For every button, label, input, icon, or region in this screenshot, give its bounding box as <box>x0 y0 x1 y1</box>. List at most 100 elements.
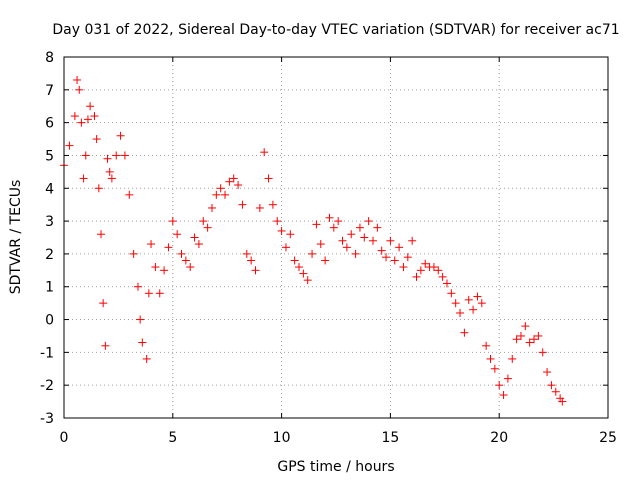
data-point <box>120 151 129 160</box>
y-tick-label: 6 <box>45 116 54 132</box>
data-point <box>334 217 343 226</box>
data-point <box>129 249 138 258</box>
x-tick-label: 10 <box>273 430 291 446</box>
data-point <box>312 220 321 229</box>
data-point <box>412 272 421 281</box>
data-point <box>268 200 277 209</box>
data-point <box>551 387 560 396</box>
data-point <box>355 223 364 232</box>
data-point <box>112 151 121 160</box>
data-point <box>65 141 74 150</box>
data-point <box>351 249 360 258</box>
data-point <box>151 263 160 272</box>
data-point <box>225 177 234 186</box>
data-point <box>421 259 430 268</box>
data-point <box>473 292 482 301</box>
x-tick-label: 20 <box>490 430 508 446</box>
data-point <box>86 102 95 111</box>
data-points <box>60 75 567 406</box>
data-point <box>329 223 338 232</box>
data-point <box>486 354 495 363</box>
data-point <box>547 381 556 390</box>
data-point <box>207 203 216 212</box>
plot-frame <box>63 56 609 419</box>
data-point <box>105 167 114 176</box>
data-point <box>434 266 443 275</box>
data-point <box>133 282 142 291</box>
data-point <box>116 131 125 140</box>
y-tick-label: -3 <box>40 411 54 427</box>
data-point <box>303 276 312 285</box>
data-point <box>286 230 295 239</box>
data-point <box>325 213 334 222</box>
data-point <box>543 368 552 377</box>
data-point <box>177 249 186 258</box>
data-point <box>373 223 382 232</box>
grid <box>63 56 609 419</box>
data-point <box>416 266 425 275</box>
data-point <box>316 240 325 249</box>
data-point <box>168 217 177 226</box>
data-point <box>534 331 543 340</box>
data-point <box>451 299 460 308</box>
data-point <box>203 223 212 232</box>
data-point <box>260 148 269 157</box>
data-point <box>499 391 508 400</box>
data-point <box>186 263 195 272</box>
data-point <box>521 322 530 331</box>
data-point <box>364 217 373 226</box>
data-point <box>234 180 243 189</box>
axis-ticks: 0 5 10 15 20 25 -3 -2 -1 0 1 2 3 4 5 6 7 8 <box>40 50 617 446</box>
data-point <box>438 272 447 281</box>
data-point <box>525 338 534 347</box>
data-point <box>99 299 108 308</box>
data-point <box>321 256 330 265</box>
data-point <box>469 305 478 314</box>
x-tick-label: 15 <box>381 430 399 446</box>
y-tick-label: 8 <box>45 50 54 66</box>
data-point <box>229 174 238 183</box>
data-point <box>142 354 151 363</box>
data-point <box>238 200 247 209</box>
data-point <box>516 331 525 340</box>
data-point <box>79 174 88 183</box>
data-point <box>386 236 395 245</box>
data-point <box>390 256 399 265</box>
data-point <box>295 263 304 272</box>
data-point <box>144 289 153 298</box>
data-point <box>399 263 408 272</box>
chart-title: Day 031 of 2022, Sidereal Day-to-day VTE… <box>52 22 619 38</box>
y-axis-label: SDTVAR / TECUs <box>8 180 24 295</box>
data-point <box>92 135 101 144</box>
x-tick-label: 0 <box>60 430 69 446</box>
data-point <box>164 243 173 252</box>
data-point <box>199 217 208 226</box>
data-point <box>247 256 256 265</box>
data-point <box>173 230 182 239</box>
data-point <box>147 240 156 249</box>
y-tick-label: -1 <box>40 345 54 361</box>
data-point <box>408 236 417 245</box>
data-point <box>299 269 308 278</box>
data-point <box>508 354 517 363</box>
y-tick-label: -2 <box>40 378 54 394</box>
y-tick-label: 2 <box>45 247 54 263</box>
x-tick-label: 25 <box>599 430 617 446</box>
data-point <box>477 299 486 308</box>
data-point <box>155 289 164 298</box>
data-point <box>538 348 547 357</box>
data-point <box>377 246 386 255</box>
data-point <box>251 266 260 275</box>
data-point <box>273 217 282 226</box>
data-point <box>395 243 404 252</box>
data-point <box>194 240 203 249</box>
data-point <box>338 236 347 245</box>
y-tick-label: 5 <box>45 148 54 164</box>
data-point <box>530 335 539 344</box>
data-point <box>442 279 451 288</box>
data-point <box>382 253 391 262</box>
data-point <box>190 233 199 242</box>
data-point <box>368 236 377 245</box>
data-point <box>403 253 412 262</box>
